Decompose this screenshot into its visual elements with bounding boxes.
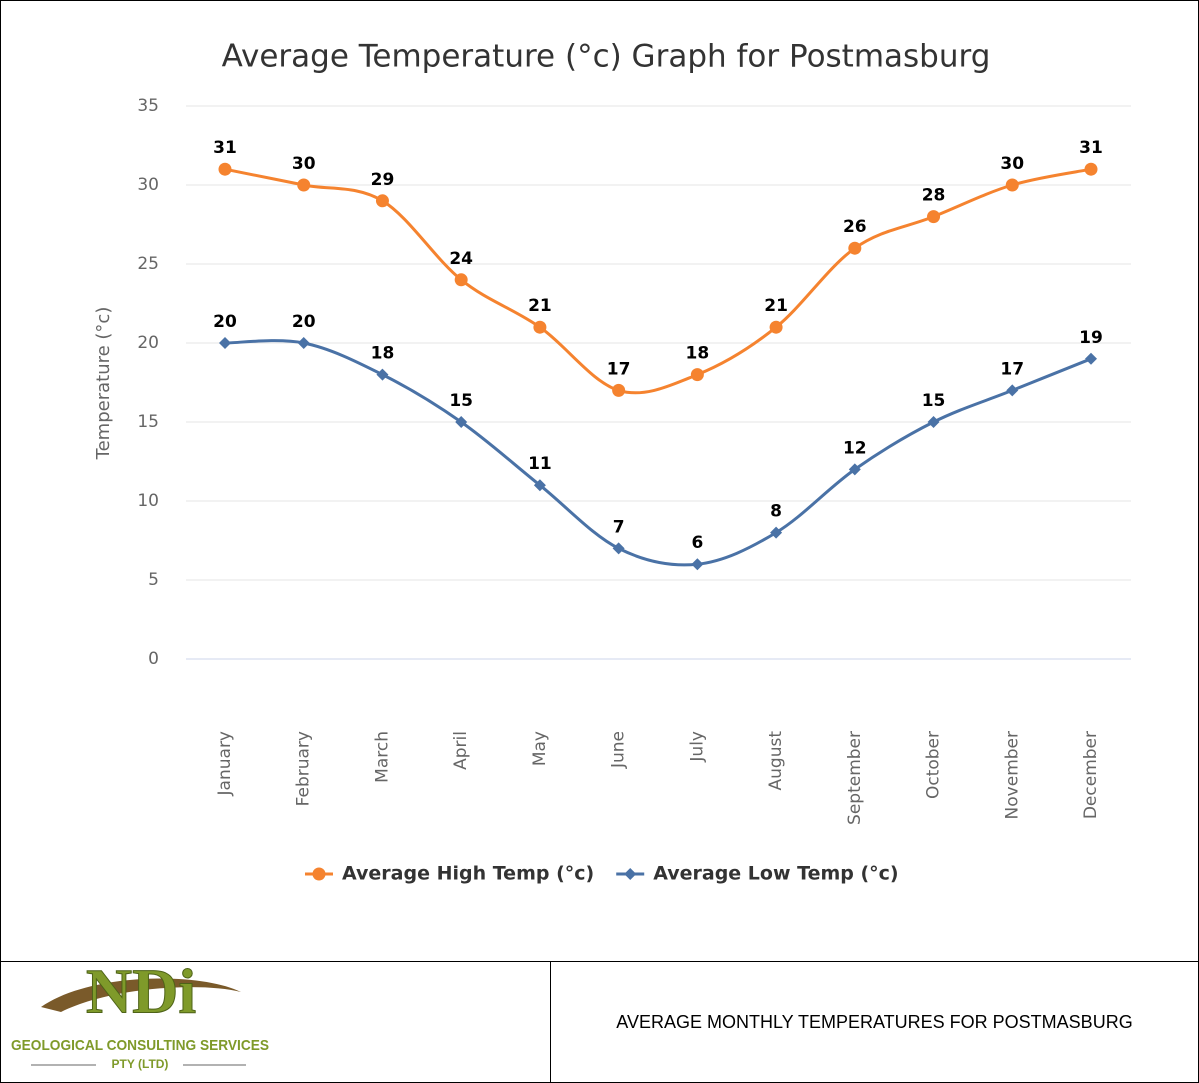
data-label: 28: [922, 186, 946, 206]
data-label: 18: [686, 344, 710, 364]
point: [1084, 162, 1098, 176]
data-label: 30: [292, 154, 316, 174]
logo-suffix: PTY (LTD): [112, 1057, 169, 1071]
data-label: 21: [764, 296, 788, 316]
point: [848, 241, 862, 255]
point: [848, 463, 861, 476]
point: [297, 178, 311, 192]
chart-title: Average Temperature (°c) Graph for Postm…: [222, 39, 991, 75]
footer: NDi GEOLOGICAL CONSULTING SERVICES PTY (…: [1, 955, 1198, 1082]
y-tick-label: 25: [137, 254, 159, 274]
data-label: 26: [843, 217, 867, 237]
point: [769, 320, 783, 334]
logo-swoosh: [41, 978, 241, 1012]
point: [612, 542, 625, 555]
series-line: [224, 339, 1092, 567]
data-label: 7: [613, 517, 625, 537]
data-label: 15: [449, 391, 473, 411]
x-tick-label: September: [845, 731, 865, 825]
data-label: 20: [213, 312, 237, 332]
data-label: 11: [528, 454, 552, 474]
logo-graphic: NDi GEOLOGICAL CONSULTING SERVICES PTY (…: [11, 955, 269, 1071]
point: [297, 337, 310, 349]
point: [770, 526, 783, 539]
y-tick-label: 0: [148, 649, 159, 669]
point: [375, 194, 389, 208]
data-label: 29: [371, 170, 395, 190]
data-label: 31: [1079, 138, 1103, 158]
x-tick-label: November: [1002, 731, 1022, 819]
point: [219, 337, 231, 349]
data-label: 21: [528, 296, 552, 316]
x-tick-label: February: [294, 731, 314, 806]
point: [612, 383, 626, 397]
y-tick-label: 20: [137, 333, 159, 353]
x-tick-label: August: [766, 731, 786, 791]
point: [376, 368, 389, 381]
x-tick-label: October: [924, 731, 944, 799]
caption-text: AVERAGE MONTHLY TEMPERATURES FOR POSTMAS…: [616, 1012, 1133, 1032]
x-tick-label: May: [530, 731, 550, 766]
point: [927, 210, 941, 224]
y-axis-label: Temperature (°c): [93, 307, 114, 461]
point: [1006, 384, 1019, 397]
x-tick-label: June: [609, 731, 629, 769]
logo-initials: NDi: [86, 962, 196, 1027]
point: [1005, 178, 1019, 192]
y-tick-label: 10: [137, 491, 159, 511]
data-label: 30: [1000, 154, 1024, 174]
point: [533, 320, 547, 334]
chart: Average Temperature (°c) Graph for Postm…: [93, 39, 1131, 885]
data-label: 8: [770, 502, 782, 522]
logo-name: GEOLOGICAL CONSULTING SERVICES: [11, 1037, 269, 1054]
x-tick-label: January: [215, 731, 235, 796]
y-tick-label: 30: [137, 175, 159, 195]
y-tick-label: 35: [137, 96, 159, 116]
point: [218, 162, 232, 176]
legend-marker: [624, 868, 637, 880]
data-label: 31: [213, 138, 237, 158]
data-label: 19: [1079, 328, 1103, 348]
legend-label: Average High Temp (°c): [342, 863, 594, 885]
legend-marker: [312, 867, 326, 881]
y-tick-label: 15: [137, 412, 159, 432]
caption: AVERAGE MONTHLY TEMPERATURES FOR POSTMAS…: [551, 962, 1198, 1082]
point: [927, 416, 940, 428]
x-tick-label: July: [687, 731, 707, 763]
data-label: 20: [292, 312, 316, 332]
point: [454, 273, 468, 287]
point: [455, 416, 468, 428]
point: [1085, 352, 1097, 365]
logo: NDi GEOLOGICAL CONSULTING SERVICES PTY (…: [1, 955, 551, 1082]
legend-label: Average Low Temp (°c): [653, 863, 898, 885]
data-label: 18: [371, 344, 395, 364]
data-label: 24: [449, 249, 473, 269]
point: [533, 479, 546, 492]
point: [690, 368, 704, 382]
x-tick-label: December: [1081, 731, 1101, 819]
y-tick-label: 5: [148, 570, 159, 590]
data-label: 15: [922, 391, 946, 411]
point: [691, 558, 704, 571]
data-label: 12: [843, 438, 867, 458]
series-line: [224, 167, 1092, 395]
data-label: 17: [1000, 359, 1024, 379]
data-label: 17: [607, 359, 631, 379]
x-tick-label: March: [372, 731, 392, 783]
data-label: 6: [691, 533, 703, 553]
x-tick-label: April: [451, 731, 471, 770]
